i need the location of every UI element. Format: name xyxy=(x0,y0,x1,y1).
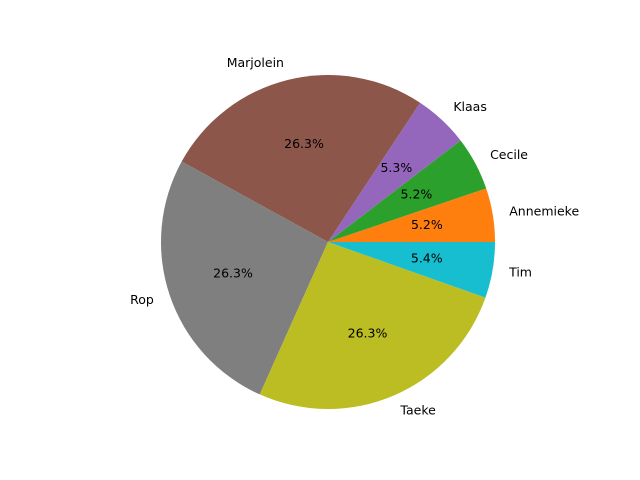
pie-slice-marjolein xyxy=(181,74,421,242)
slice-percent-tim: 5.4% xyxy=(411,250,443,265)
slice-percent-annemieke: 5.2% xyxy=(411,217,443,232)
slice-percent-marjolein: 26.3% xyxy=(284,136,324,151)
pie-slice-taeke xyxy=(259,242,486,410)
slice-percent-taeke: 26.3% xyxy=(348,326,388,341)
slice-label-tim: Tim xyxy=(508,265,532,280)
pie-slice-tim xyxy=(328,242,495,298)
slice-percent-klaas: 5.3% xyxy=(380,160,412,175)
pie-slice-annemieke xyxy=(328,188,496,242)
slice-percent-rop: 26.3% xyxy=(213,265,253,280)
pie-slice-cecile xyxy=(328,140,487,242)
slice-percent-cecile: 5.2% xyxy=(401,186,433,201)
slice-label-marjolein: Marjolein xyxy=(227,55,284,70)
slice-label-cecile: Cecile xyxy=(490,147,528,162)
slice-label-taeke: Taeke xyxy=(399,402,436,417)
slice-label-rop: Rop xyxy=(130,292,154,307)
pie-slice-klaas xyxy=(328,102,461,243)
pie-slice-rop xyxy=(161,161,328,395)
slice-label-klaas: Klaas xyxy=(453,99,487,114)
slice-label-annemieke: Annemieke xyxy=(509,204,579,219)
